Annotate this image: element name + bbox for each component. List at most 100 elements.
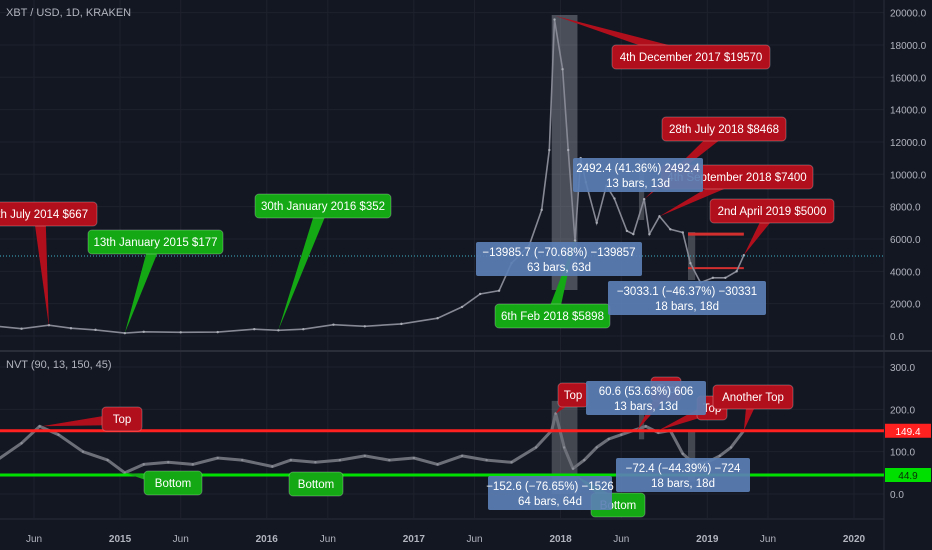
nvt-point <box>460 454 464 458</box>
price-point <box>460 305 464 309</box>
nvt-point <box>363 454 367 458</box>
measure-nov-2018-line1: −3033.1 (−46.37%) −30331 <box>617 286 757 298</box>
price-point <box>648 232 651 236</box>
callout-nvt-bottom-2015-text: Bottom <box>155 478 191 490</box>
price-point <box>332 323 335 326</box>
nvt-point <box>595 446 598 449</box>
price-axis-tick: 8000.0 <box>890 203 921 214</box>
price-point <box>400 322 403 326</box>
price-point <box>595 221 598 225</box>
price-point <box>613 197 616 200</box>
callout-feb-2018-text: 6th Feb 2018 $5898 <box>501 311 604 323</box>
nvt-point <box>81 450 85 453</box>
measure-nvt-crash-line1: −152.6 (−76.65%) −1526 <box>486 481 614 493</box>
time-axis-tick: Jun <box>613 534 629 545</box>
nvt-point <box>718 454 721 458</box>
price-point <box>711 276 715 279</box>
measure-nvt-nov-line1: −72.4 (−44.39%) −724 <box>626 463 741 475</box>
price-point <box>478 292 482 296</box>
time-axis-tick: 2020 <box>843 534 866 545</box>
price-point <box>567 148 570 152</box>
measure-jul-2018-line1: 2492.4 (41.36%) 2492.4 <box>576 163 700 175</box>
nvt-point <box>681 452 684 455</box>
nvt-point <box>485 458 488 462</box>
callout-nvt-bottom-2016-box <box>288 471 344 497</box>
nvt-point <box>191 463 194 466</box>
measure-zone-nov <box>687 232 696 280</box>
main-pane-title: XBT / USD, 1D, KRAKEN <box>6 7 132 19</box>
measure-nov-2018-line2: 18 bars, 18d <box>655 301 719 313</box>
callout-nvt-bottom-2015-box <box>143 470 203 496</box>
nvt-point <box>436 463 439 466</box>
price-point <box>548 148 551 152</box>
nvt-axis-tick: 0.0 <box>890 490 904 501</box>
callout-jan-2016-box <box>254 193 392 219</box>
measure-nvt-nov-line2: 18 bars, 18d <box>651 478 715 490</box>
nvt-point <box>412 456 416 460</box>
price-axis-tick: 12000.0 <box>890 138 927 149</box>
callout-nvt-bottom-2016-text: Bottom <box>298 479 334 491</box>
nvt-axis-tick: 200.0 <box>890 405 915 416</box>
callout-nvt-another-top-box <box>712 384 794 410</box>
measure-2018-crash-line1: −13985.7 (−70.68%) −139857 <box>482 247 635 259</box>
callout-jul-2014-box <box>0 201 98 227</box>
callout-jul-2018-box <box>661 116 787 142</box>
measure-nvt-nov-box <box>616 458 750 492</box>
nvt-point <box>142 463 145 466</box>
nvt-point <box>729 446 733 449</box>
callout-jul-2014-pointer <box>33 213 49 326</box>
price-point <box>363 325 367 328</box>
price-point <box>94 328 97 332</box>
level-axis-tag-top <box>885 423 931 438</box>
measure-zone-nvt-nov <box>687 430 696 482</box>
nvt-point <box>571 467 575 470</box>
price-axis-tick: 18000.0 <box>890 41 927 52</box>
price-point <box>142 330 145 333</box>
nvt-point <box>338 458 342 462</box>
time-axis-tick: 2016 <box>256 534 279 545</box>
price-point <box>277 329 280 332</box>
time-axis-tick: Jun <box>26 534 42 545</box>
callout-nvt-another-top-text: Another Top <box>722 392 784 404</box>
price-point <box>689 262 692 265</box>
callout-apr-2019-box <box>709 198 835 224</box>
callout-feb-2018-box <box>494 303 611 329</box>
measure-nvt-crash-line2: 64 bars, 64d <box>518 496 582 508</box>
annotations: 4th December 2017 $19570 28th July 2018 $… <box>0 16 835 518</box>
measure-jul-2018-box <box>573 158 703 192</box>
measure-jul-2018-line2: 13 bars, 13d <box>606 178 670 190</box>
price-point <box>179 331 182 334</box>
nvt-point <box>57 433 60 436</box>
level-axis-label-bottom: 44.9 <box>898 471 918 482</box>
callout-nvt-top-2017-text: Top <box>564 390 583 402</box>
time-axis-tick: 2019 <box>696 534 719 545</box>
nvt-point <box>20 442 23 445</box>
nvt-point <box>607 437 611 441</box>
nvt-point <box>271 465 274 468</box>
time-axis-tick: 2018 <box>549 534 572 545</box>
nvt-point <box>38 425 41 428</box>
nvt-point <box>167 461 170 464</box>
axes: 0.0 2000.0 4000.0 6000.0 8000.0 10000.0 12000.… <box>26 9 927 545</box>
time-axis-tick: 2015 <box>109 534 132 545</box>
price-point <box>681 231 684 234</box>
nvt-point <box>216 456 219 460</box>
callout-nvt-top-2014-text: Top <box>113 414 132 426</box>
indicator-pane-title: NVT (90, 13, 150, 45) <box>6 359 112 371</box>
nvt-point <box>388 458 391 462</box>
price-point <box>253 328 256 331</box>
callout-jan-2016-pointer <box>278 203 329 330</box>
price-point <box>69 327 73 330</box>
price-point <box>302 328 305 331</box>
price-point <box>724 276 727 279</box>
nvt-point <box>583 458 586 462</box>
price-point <box>436 317 439 320</box>
nvt-axis-tick: 100.0 <box>890 448 915 459</box>
time-axis-tick: Jun <box>320 534 336 545</box>
nvt-point <box>289 458 293 462</box>
level-axis-tag-bottom <box>885 467 931 482</box>
level-axis-label-top: 149.4 <box>895 427 920 438</box>
measure-nvt-jul-line2: 13 bars, 13d <box>614 401 678 413</box>
